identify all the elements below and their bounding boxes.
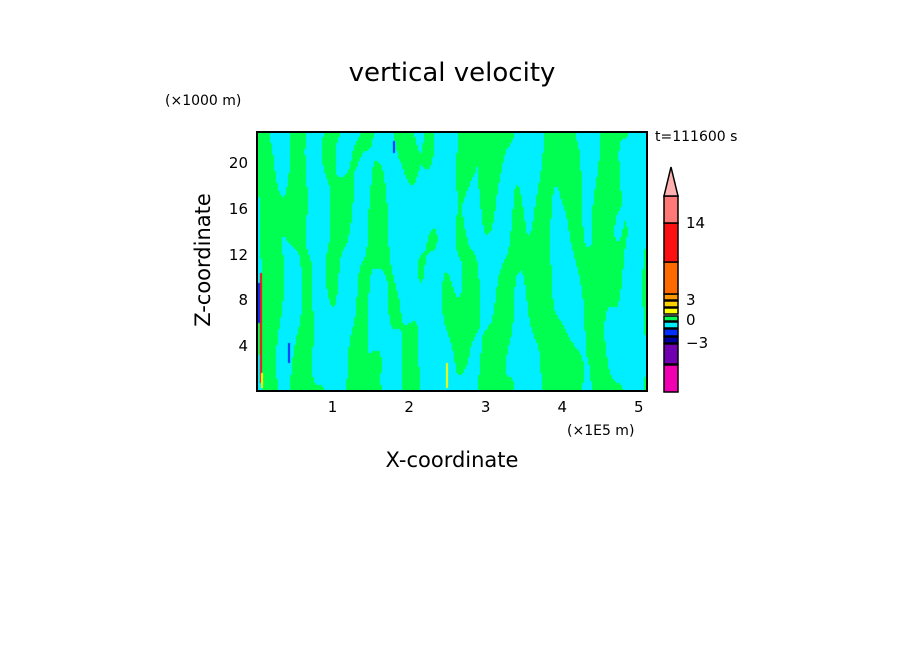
chart-title: vertical velocity	[348, 58, 556, 88]
colorbar-segment	[663, 364, 679, 393]
colorbar-label: 0	[686, 311, 696, 329]
colorbar-label: 3	[686, 291, 696, 309]
colorbar-segment	[663, 328, 679, 337]
colorbar-segment	[663, 222, 679, 263]
time-label: t=111600 s	[655, 129, 738, 145]
x-tick-label: 4	[557, 398, 568, 416]
x-axis-label: X-coordinate	[385, 448, 519, 472]
colorbar-segment	[663, 261, 679, 295]
y-tick-label: 20	[228, 154, 248, 173]
colorbar-extend-arrow	[663, 166, 679, 197]
x-tick-label: 5	[634, 398, 644, 416]
y-tick-label: 8	[238, 291, 248, 310]
contour-plot-area	[256, 131, 648, 392]
y-axis-unit: (×1000 m)	[165, 93, 242, 109]
colorbar-label: −3	[686, 334, 709, 352]
x-axis-unit: (×1E5 m)	[567, 423, 635, 439]
colorbar-segment	[663, 321, 679, 329]
colorbar-segment	[663, 315, 679, 322]
x-tick-label: 1	[327, 398, 338, 416]
colorbar-segment	[663, 300, 679, 308]
y-tick-label: 16	[228, 199, 248, 218]
x-tick-label: 3	[480, 398, 491, 416]
colorbar-label: 14	[686, 214, 706, 232]
y-axis-label: Z-coordinate	[191, 193, 215, 327]
y-tick-label: 12	[228, 245, 248, 264]
colorbar-segment	[663, 336, 679, 344]
colorbar-segment	[663, 293, 679, 301]
colorbar-segment	[663, 343, 679, 365]
x-tick-label: 2	[404, 398, 414, 416]
colorbar-segment	[663, 195, 679, 224]
colorbar	[663, 166, 679, 393]
y-tick-label: 4	[238, 337, 248, 356]
velocity-field	[258, 133, 646, 390]
colorbar-segment	[663, 307, 679, 315]
